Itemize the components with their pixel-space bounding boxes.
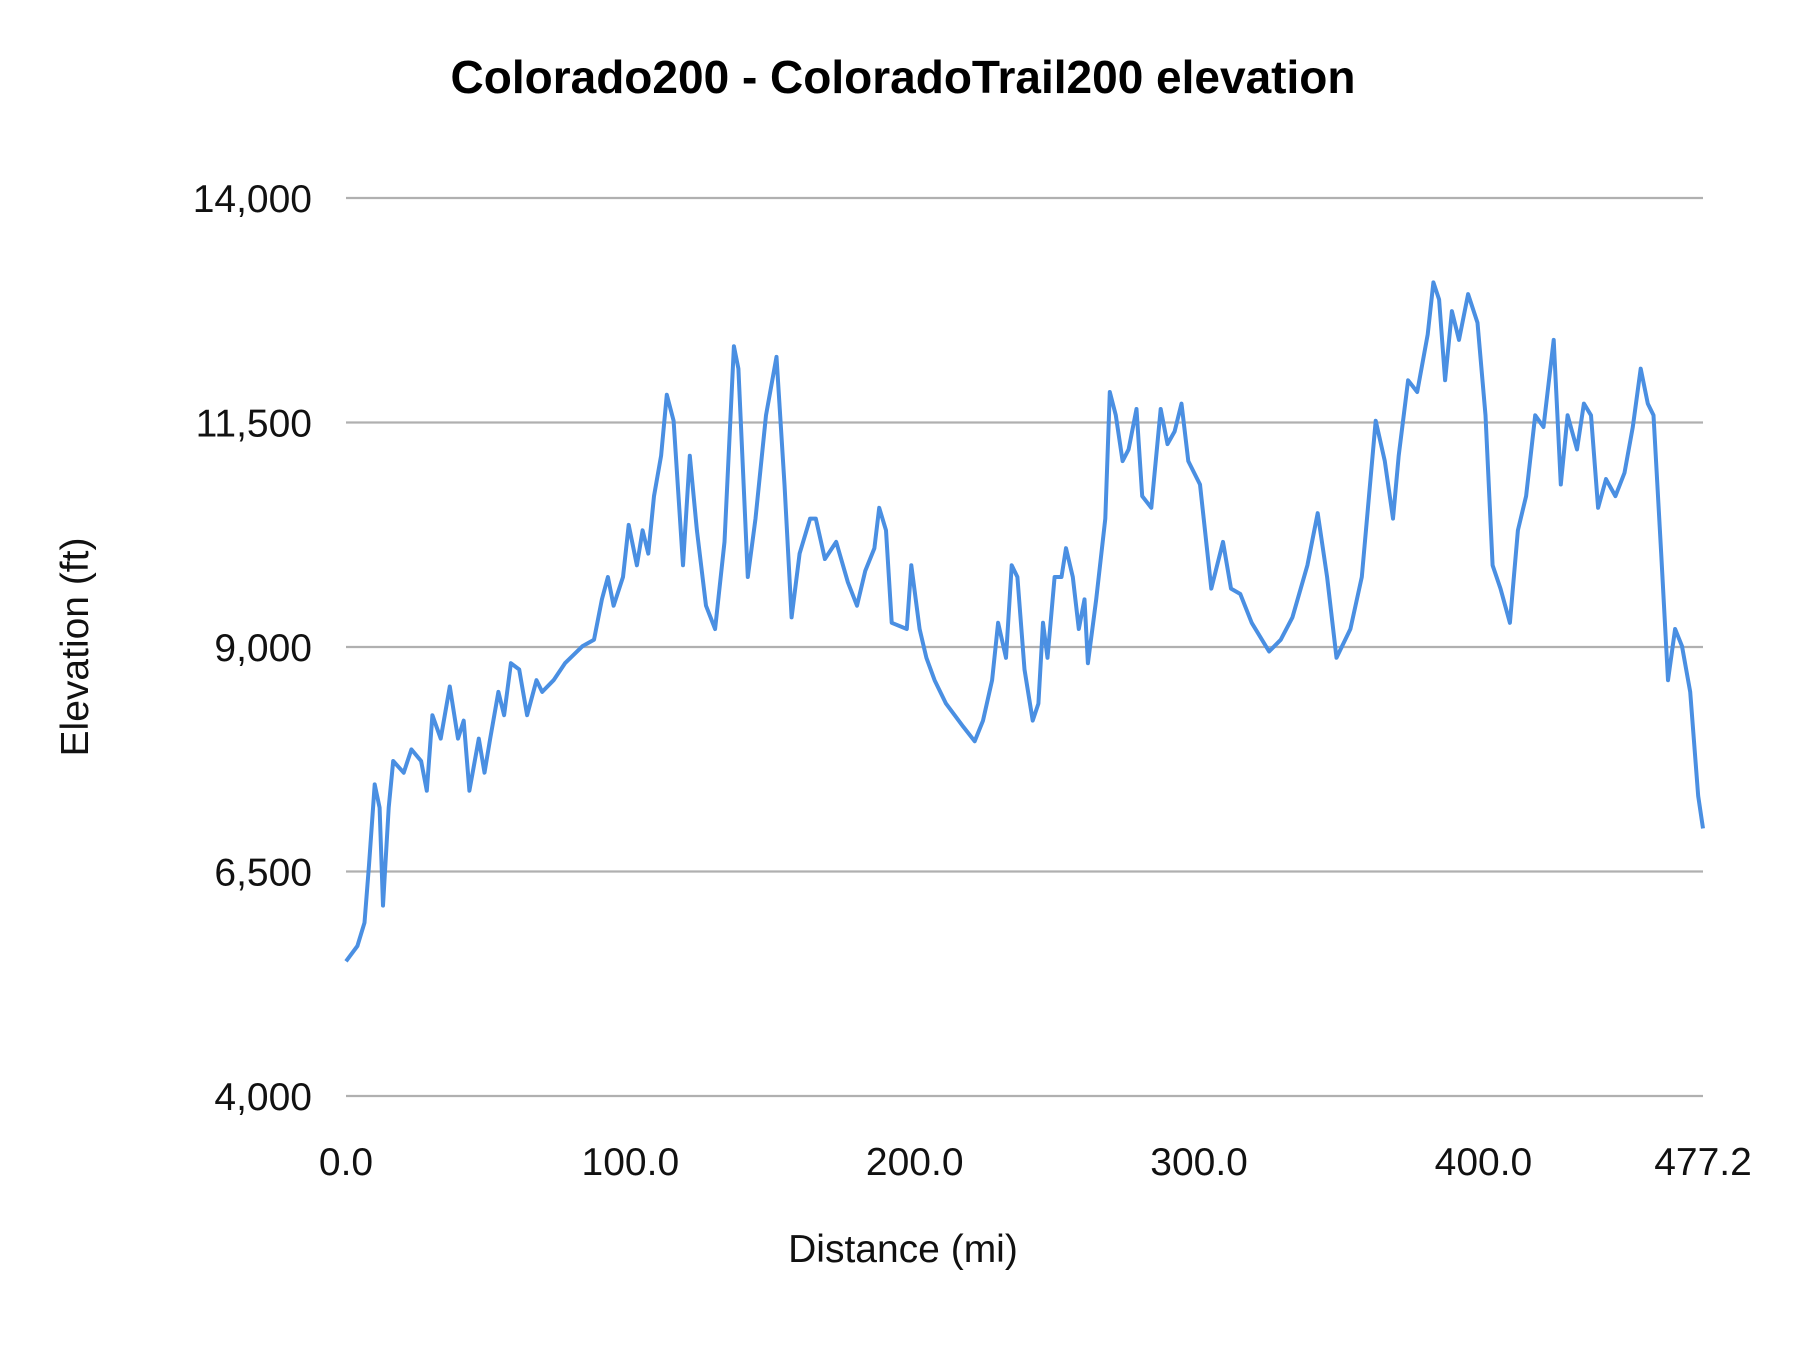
- y-tick-label: 11,500: [196, 403, 312, 446]
- x-axis-label: Distance (mi): [788, 1228, 1018, 1271]
- x-tick-label: 100.0: [582, 1141, 680, 1184]
- y-axis-ticks: 4,000 6,500 9,000 11,500 14,000: [193, 178, 312, 1119]
- x-tick-label: 477.2: [1654, 1141, 1752, 1184]
- x-tick-label: 300.0: [1150, 1141, 1248, 1184]
- x-axis-ticks: 0.0 100.0 200.0 300.0 400.0 477.2: [319, 1141, 1752, 1184]
- x-tick-label: 0.0: [319, 1141, 373, 1184]
- y-tick-label: 6,500: [214, 852, 312, 895]
- x-tick-label: 400.0: [1435, 1141, 1533, 1184]
- y-axis-label: Elevation (ft): [54, 538, 97, 757]
- elevation-series-line: [344, 280, 1705, 963]
- y-tick-label: 9,000: [214, 627, 312, 670]
- y-tick-label: 14,000: [193, 178, 312, 221]
- y-tick-label: 4,000: [214, 1076, 312, 1119]
- x-tick-label: 200.0: [866, 1141, 964, 1184]
- chart-title: Colorado200 - ColoradoTrail200 elevation: [451, 51, 1356, 103]
